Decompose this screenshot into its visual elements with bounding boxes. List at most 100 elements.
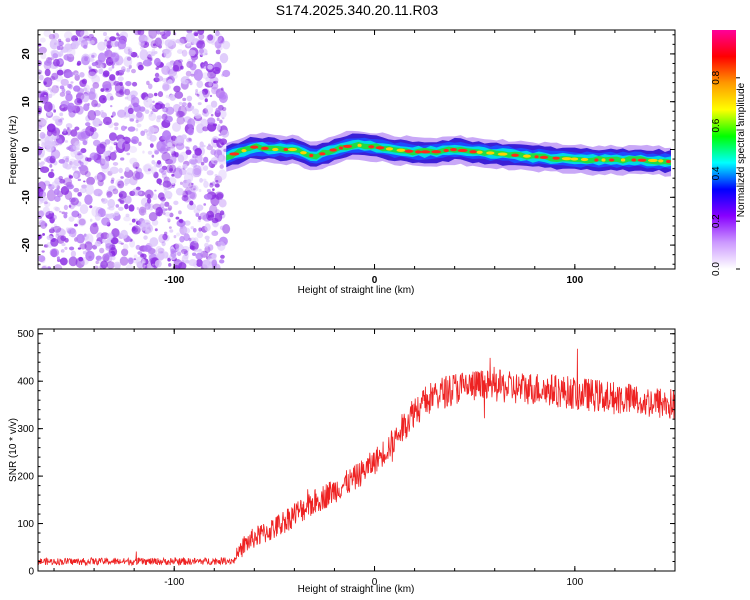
noise-speckle [92,244,98,250]
colorbar: 0.0 0.2 0.4 0.6 0.8 Normalized spectral ampl… [711,30,747,276]
noise-speckle [178,101,183,106]
noise-speckle [113,122,119,127]
noise-speckle [87,91,96,100]
y-tick-label: 200 [17,472,34,483]
noise-speckle [159,31,166,36]
noise-speckle [71,210,80,218]
noise-speckle [68,204,72,208]
noise-speckle [60,229,67,236]
noise-speckle [187,118,196,129]
noise-speckle [118,167,123,174]
noise-speckle [117,69,125,76]
x-tick-label: 0 [372,577,378,588]
noise-speckle [203,203,207,206]
noise-speckle [38,125,43,129]
signal-peak [486,151,495,155]
noise-speckle [110,179,115,184]
noise-speckle [128,146,138,153]
snr-ylabel: SNR (10 * v/v) [8,418,19,482]
noise-speckle [149,237,159,247]
noise-speckle [77,178,82,182]
noise-speckle [140,93,146,99]
noise-speckle [105,57,114,66]
noise-speckle [150,51,156,57]
noise-speckle [106,232,114,241]
noise-speckle [200,161,205,166]
noise-speckle [68,216,75,222]
noise-speckle [208,81,213,87]
noise-speckle [142,59,152,67]
noise-speckle [202,260,210,269]
noise-speckle [209,94,213,98]
noise-speckle [56,69,64,76]
noise-speckle [154,150,159,155]
noise-speckle [202,144,206,148]
noise-speckle [99,247,105,254]
noise-speckle [150,40,159,49]
noise-speckle [158,168,165,173]
noise-speckle [38,162,42,167]
noise-speckle [73,150,79,156]
y-tick-label: 300 [17,424,34,435]
noise-speckle [210,149,217,156]
noise-speckle [75,147,80,151]
noise-speckle [148,112,157,121]
noise-speckle [108,67,113,72]
noise-speckle [127,126,136,132]
noise-speckle [194,148,202,156]
signal-peak [261,146,269,150]
noise-speckle [119,81,123,86]
noise-speckle [66,126,70,130]
noise-speckle [39,74,44,81]
noise-speckle [216,125,221,131]
noise-speckle [60,235,67,241]
noise-speckle [94,213,101,221]
noise-speckle [200,62,205,69]
noise-speckle [105,252,113,258]
noise-speckle [74,223,78,227]
signal-peak [457,148,468,153]
noise-speckle [64,190,73,201]
noise-speckle [164,39,174,47]
noise-speckle [163,30,171,38]
noise-speckle [79,187,87,194]
noise-speckle [196,93,200,97]
noise-speckle [125,235,131,243]
noise-speckle [38,255,46,263]
colorbar-tick-label: 0.6 [711,118,722,132]
noise-speckle [128,204,135,212]
noise-speckle [63,128,67,134]
noise-speckle [176,258,180,263]
noise-speckle [52,58,60,67]
noise-speckle [154,259,162,268]
noise-speckle [88,67,92,70]
noise-speckle [176,49,184,54]
noise-speckle [147,93,154,99]
noise-speckle [131,81,138,87]
noise-speckle [113,80,121,86]
noise-speckle [198,188,202,193]
noise-speckle [95,255,102,261]
noise-speckle [163,48,172,59]
noise-speckle [65,181,73,188]
signal-peak [357,143,362,147]
noise-speckle [140,46,144,50]
noise-speckle [61,242,66,247]
noise-speckle [59,112,64,117]
noise-speckle [130,51,138,58]
noise-speckle [163,231,168,235]
noise-speckle [213,139,218,144]
noise-speckle [161,241,166,247]
signal-peak [497,152,508,156]
signal-peak [561,157,572,161]
noise-speckle [215,193,224,201]
snr-frame [37,328,676,572]
noise-speckle [42,232,45,236]
noise-speckle [140,222,148,231]
noise-speckle [168,226,172,229]
noise-speckle [195,212,200,217]
noise-speckle [222,40,231,50]
colorbar-tick-label: 0.4 [711,166,722,180]
signal-peak [375,146,385,150]
